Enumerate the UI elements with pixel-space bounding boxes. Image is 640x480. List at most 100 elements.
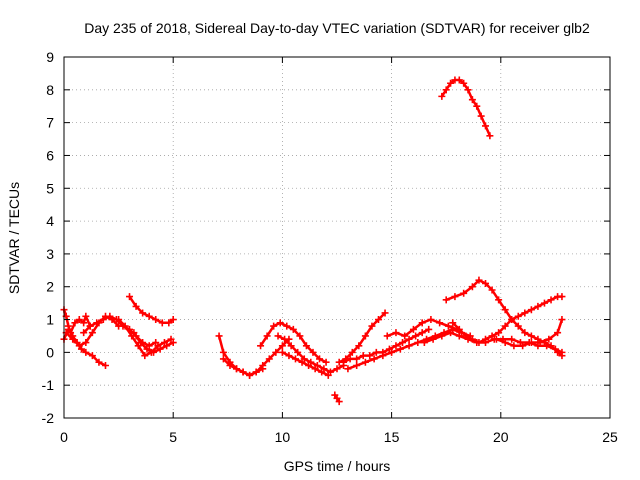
- data-point-marker: [477, 112, 485, 120]
- data-point-marker: [361, 358, 369, 366]
- y-tick-label: 6: [46, 147, 54, 163]
- data-point-marker: [145, 312, 153, 320]
- series-track-7: [130, 329, 177, 356]
- data-point-marker: [169, 339, 177, 347]
- y-tick-label: -1: [42, 377, 55, 393]
- data-point-marker: [381, 309, 389, 317]
- data-point-marker: [468, 283, 476, 291]
- data-point-marker: [287, 342, 295, 350]
- x-tick-label: 20: [493, 429, 509, 445]
- data-point-marker: [447, 329, 455, 337]
- data-point-marker: [543, 342, 551, 350]
- data-point-marker: [302, 342, 310, 350]
- data-point-marker: [510, 342, 518, 350]
- data-point-marker: [444, 322, 452, 330]
- data-point-marker: [379, 352, 387, 360]
- series-track-9: [219, 335, 293, 379]
- data-point-marker: [366, 352, 374, 360]
- data-point-marker: [333, 365, 341, 373]
- data-point-marker: [265, 355, 273, 363]
- data-point-marker: [464, 86, 472, 94]
- data-point-marker: [482, 339, 490, 347]
- data-point-marker: [372, 348, 380, 356]
- data-point-marker: [335, 398, 343, 406]
- data-point-marker: [101, 361, 109, 369]
- data-point-marker: [285, 352, 293, 360]
- y-axis-label: SDTVAR / TECUs: [6, 182, 22, 294]
- data-point-marker: [141, 352, 149, 360]
- data-point-marker: [289, 325, 297, 333]
- data-point-marker: [71, 319, 79, 327]
- data-point-marker: [482, 279, 490, 287]
- label-layer: 0 5 10 15 20 25 -2 -1 0 1 2 3 4 5 6 7 8 9: [42, 49, 618, 445]
- series-track-6: [126, 293, 177, 327]
- y-tick-label: 3: [46, 246, 54, 262]
- data-point-marker: [316, 355, 324, 363]
- data-point-marker: [215, 332, 223, 340]
- data-point-marker: [274, 332, 282, 340]
- data-point-marker: [418, 319, 426, 327]
- data-point-marker: [473, 339, 481, 347]
- data-point-marker: [75, 342, 83, 350]
- data-point-marker: [420, 339, 428, 347]
- data-point-marker: [514, 312, 522, 320]
- data-point-marker: [340, 358, 348, 366]
- data-point-marker: [344, 365, 352, 373]
- data-point-marker: [294, 348, 302, 356]
- grid-layer: [64, 57, 610, 418]
- data-point-marker: [508, 316, 516, 324]
- data-point-marker: [136, 339, 144, 347]
- data-point-marker: [93, 319, 101, 327]
- data-point-marker: [473, 102, 481, 110]
- data-point-marker: [95, 358, 103, 366]
- data-point-marker: [455, 332, 463, 340]
- data-point-marker: [486, 132, 494, 140]
- data-point-marker: [165, 319, 173, 327]
- series-track-18: [438, 76, 494, 140]
- data-point-marker: [318, 368, 326, 376]
- data-point-marker: [219, 355, 227, 363]
- data-point-marker: [449, 319, 457, 327]
- data-point-marker: [276, 319, 284, 327]
- data-point-marker: [132, 302, 140, 310]
- data-point-marker: [442, 86, 450, 94]
- y-tick-label: 0: [46, 344, 54, 360]
- data-point-marker: [296, 332, 304, 340]
- data-point-marker: [139, 309, 147, 317]
- data-point-marker: [418, 329, 426, 337]
- data-point-marker: [401, 332, 409, 340]
- data-point-marker: [409, 325, 417, 333]
- y-tick-label: 7: [46, 115, 54, 131]
- data-point-marker: [226, 361, 234, 369]
- data-point-marker: [86, 322, 94, 330]
- data-point-marker: [233, 365, 241, 373]
- series-track-13: [331, 391, 343, 406]
- data-point-marker: [521, 309, 529, 317]
- data-point-marker: [442, 296, 450, 304]
- data-point-marker: [252, 368, 260, 376]
- data-point-marker: [508, 335, 516, 343]
- data-point-marker: [392, 342, 400, 350]
- data-point-marker: [278, 348, 286, 356]
- series-track-19: [442, 276, 566, 360]
- data-point-marker: [425, 325, 433, 333]
- series-line: [117, 318, 173, 357]
- data-point-marker: [521, 329, 529, 337]
- data-point-marker: [383, 332, 391, 340]
- x-axis-label: GPS time / hours: [284, 458, 391, 474]
- data-point-marker: [257, 342, 265, 350]
- data-point-marker: [495, 329, 503, 337]
- data-point-marker: [99, 316, 107, 324]
- data-point-marker: [305, 361, 313, 369]
- data-point-marker: [540, 299, 548, 307]
- data-point-marker: [130, 329, 138, 337]
- data-point-marker: [438, 332, 446, 340]
- series-track-22: [492, 316, 566, 350]
- data-point-marker: [88, 329, 96, 337]
- data-point-marker: [359, 352, 367, 360]
- chart-title: Day 235 of 2018, Sidereal Day-to-day VTE…: [84, 20, 590, 36]
- data-point-marker: [405, 342, 413, 350]
- data-point-marker: [283, 322, 291, 330]
- series-line: [440, 78, 492, 138]
